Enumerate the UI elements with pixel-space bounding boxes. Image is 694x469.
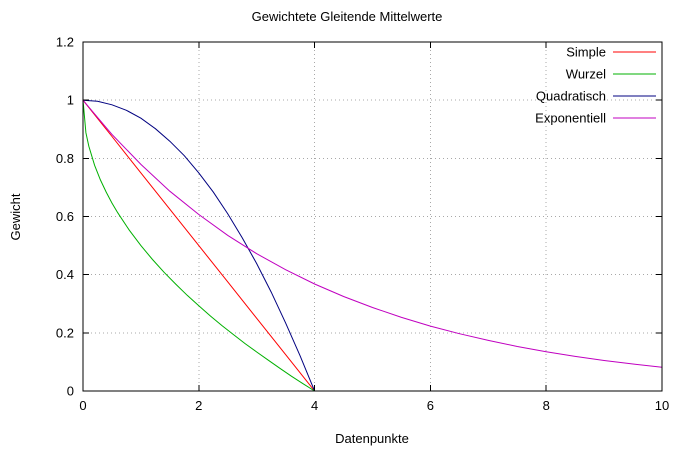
series-layer [82,99,663,392]
y-axis-label: Gewicht [8,193,23,240]
y-tick-label: 1 [67,93,74,108]
tick-layer: 0 2 4 6 8 10 0 0.2 0.4 0.6 0.8 1 1.2 [56,35,669,414]
legend-entry-quadratisch: Quadratisch [536,89,656,104]
y-tick-label: 0.8 [56,151,74,166]
legend-entry-simple: Simple [566,45,656,60]
legend-entry-exponentiell: Exponentiell [535,111,656,126]
x-tick-label: 8 [543,398,550,413]
x-tick-label: 10 [655,398,669,413]
chart-title: Gewichtete Gleitende Mittelwerte [252,9,443,24]
legend: Simple Wurzel Quadratisch Exponentiell [535,45,656,126]
x-axis-label: Datenpunkte [335,431,409,446]
y-tick-label: 0.6 [56,209,74,224]
y-tick-label: 0.4 [56,267,74,282]
legend-label: Quadratisch [536,89,606,104]
x-tick-label: 6 [427,398,434,413]
series-line-quadratisch [82,99,316,392]
series-line-wurzel [82,100,315,392]
grid-layer [83,42,662,391]
x-tick-label: 0 [79,398,86,413]
y-tick-label: 1.2 [56,35,74,50]
legend-label: Wurzel [566,67,606,82]
legend-label: Simple [566,45,606,60]
legend-label: Exponentiell [535,111,606,126]
x-tick-label: 2 [195,398,202,413]
y-tick-label: 0.2 [56,325,74,340]
x-tick-label: 4 [311,398,318,413]
y-tick-label: 0 [67,384,74,399]
legend-entry-wurzel: Wurzel [566,67,656,82]
series-line-simple [82,99,315,392]
series-line-exponentiell [82,99,663,368]
